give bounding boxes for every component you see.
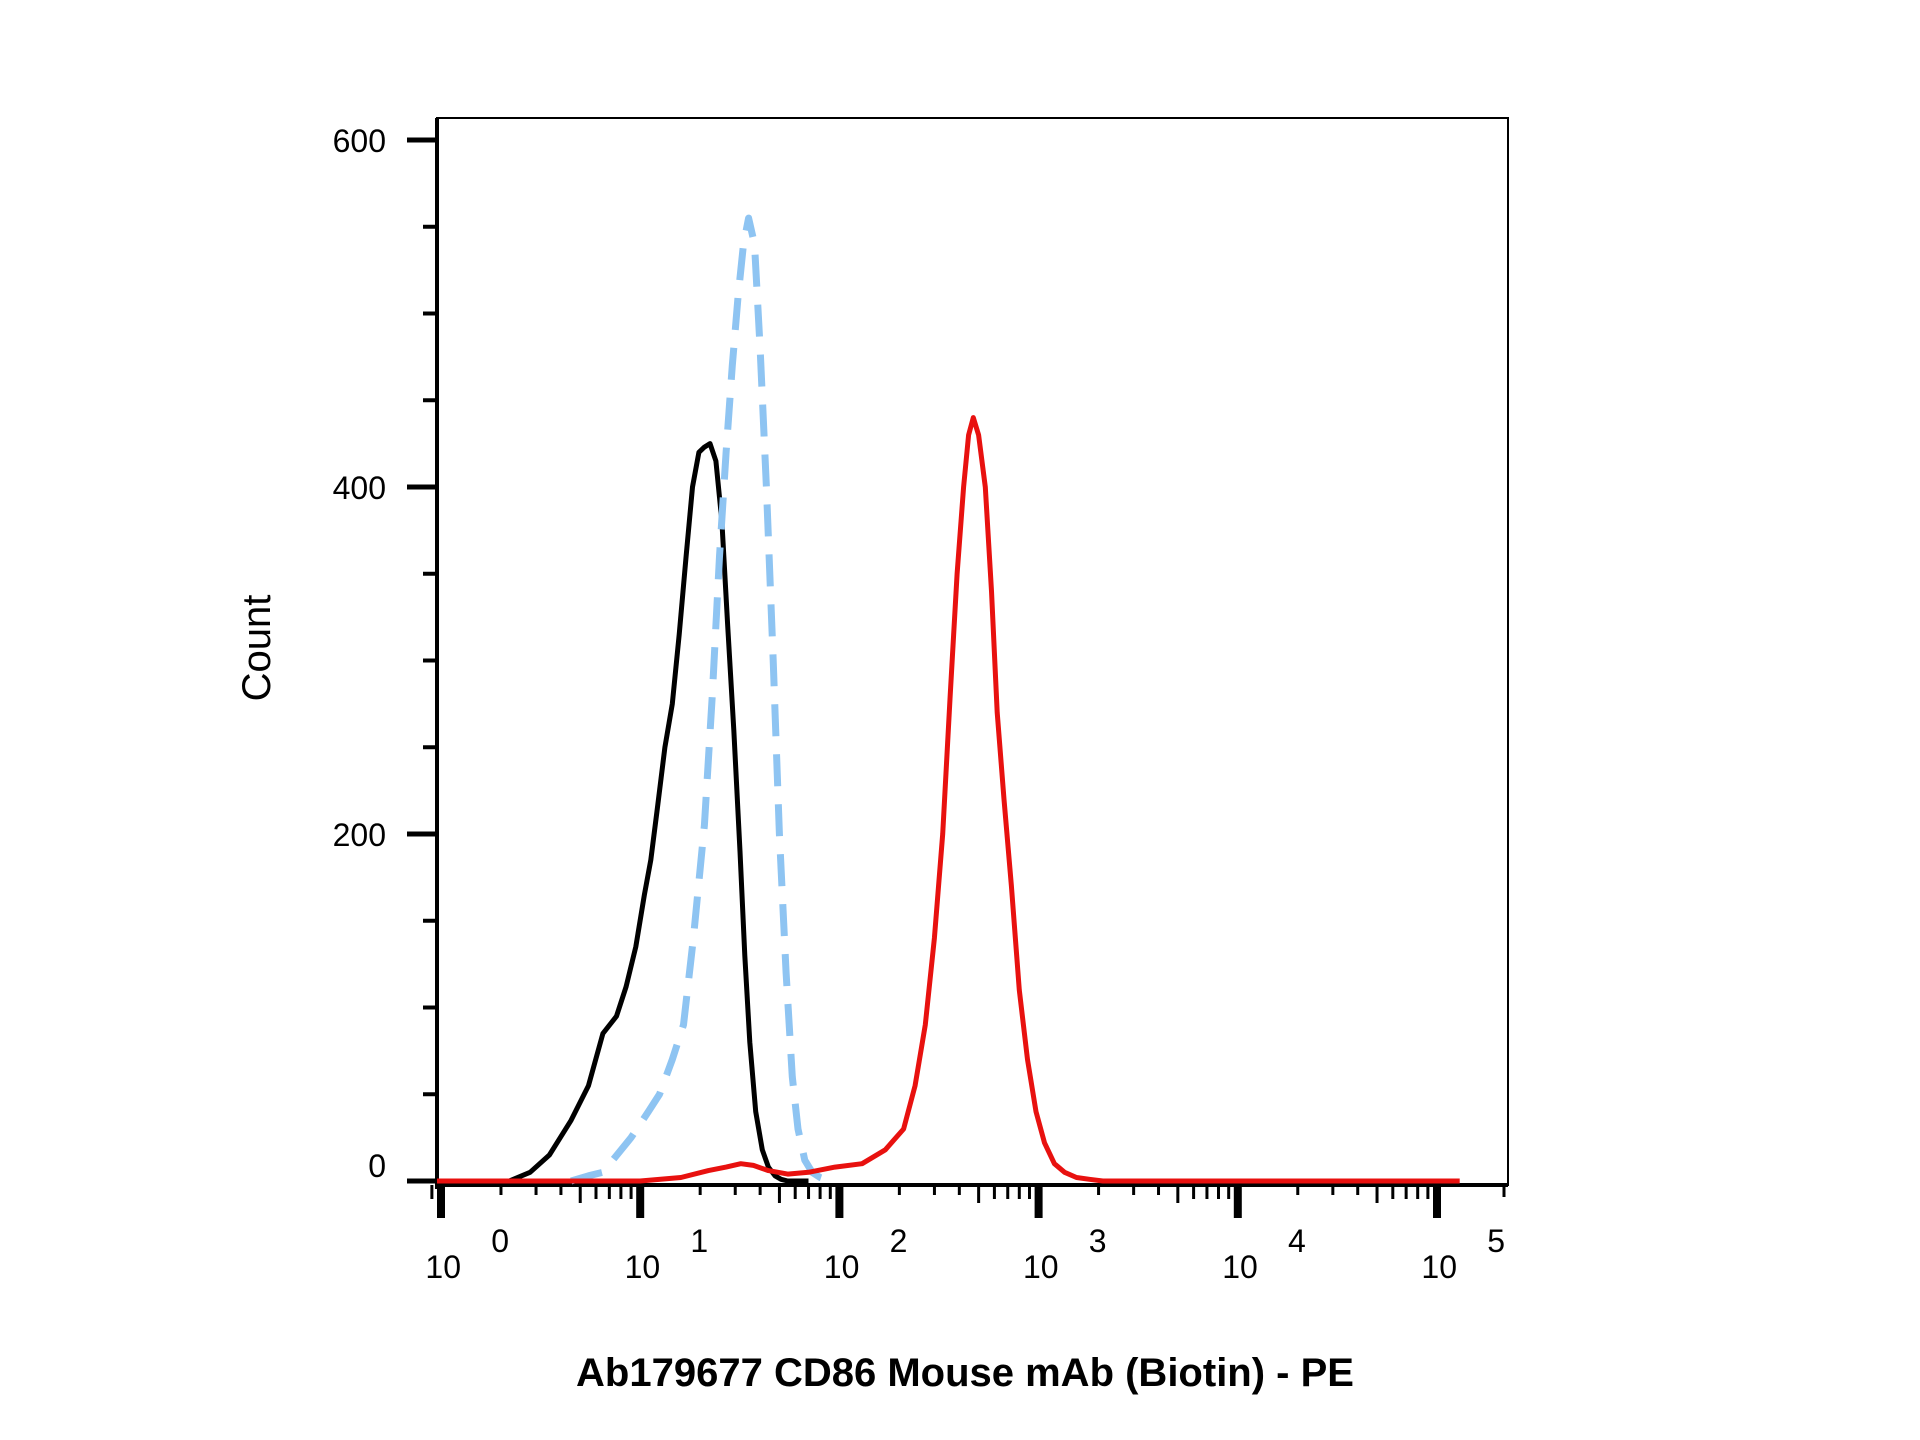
y-tick-label: 600 <box>333 123 386 159</box>
x-tick-exponent: 1 <box>690 1223 708 1259</box>
plot-frame <box>436 117 1509 1186</box>
y-axis-ticks: 0 200 400 600 <box>333 123 437 1184</box>
y-tick-label: 0 <box>368 1148 386 1184</box>
x-axis-title: Ab179677 CD86 Mouse mAb (Biotin) - PE <box>576 1351 1354 1395</box>
x-tick-exponent: 0 <box>491 1223 509 1259</box>
series-red-histogram <box>437 415 1460 1184</box>
series-blue-dashed-histogram <box>570 214 832 1185</box>
y-axis-title: Count <box>235 595 279 702</box>
x-axis-ticks: 10 0 10 1 10 2 10 3 10 4 10 5 <box>425 1185 1506 1285</box>
axes-frame <box>435 117 1509 1189</box>
x-tick-exponent: 5 <box>1487 1223 1505 1259</box>
x-tick-exponent: 2 <box>890 1223 908 1259</box>
x-tick-label: 10 <box>1421 1249 1457 1285</box>
x-tick-label: 10 <box>1023 1249 1059 1285</box>
x-tick-exponent: 4 <box>1288 1223 1306 1259</box>
x-tick-label: 10 <box>425 1249 461 1285</box>
series-layer <box>437 214 1460 1185</box>
y-tick-label: 200 <box>333 817 386 853</box>
x-tick-exponent: 3 <box>1089 1223 1107 1259</box>
x-tick-label: 10 <box>625 1249 661 1285</box>
y-tick-label: 400 <box>333 470 386 506</box>
x-tick-label: 10 <box>824 1249 860 1285</box>
series-black-histogram <box>508 441 809 1184</box>
x-tick-label: 10 <box>1222 1249 1258 1285</box>
